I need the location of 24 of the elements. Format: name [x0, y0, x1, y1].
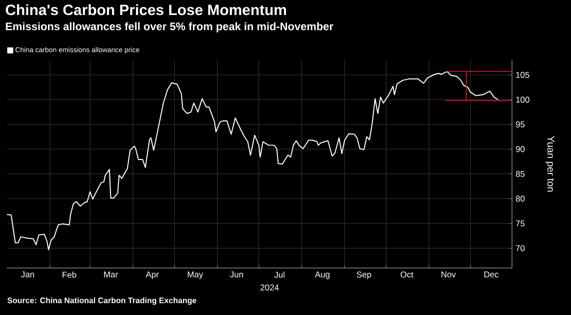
x-axis-title: 2024: [260, 284, 279, 291]
x-tick-label: Apr: [146, 272, 159, 280]
x-tick-label: Jan: [21, 272, 34, 278]
y-tick-label: 100: [516, 96, 530, 103]
y-tick-label: 85: [516, 170, 525, 177]
x-tick-label: Jun: [230, 272, 243, 278]
x-tick-label: Feb: [62, 272, 76, 278]
y-tick-label: 75: [516, 220, 525, 226]
x-tick-label: Nov: [442, 272, 456, 278]
x-tick-label: May: [188, 272, 204, 280]
chart-title: China's Carbon Prices Lose Momentum: [6, 4, 286, 16]
y-tick-label: 95: [516, 121, 525, 128]
x-tick-label: Oct: [400, 272, 414, 278]
x-tick-label: Jul: [274, 272, 284, 278]
y-tick-label: 80: [516, 196, 525, 202]
y-tick-label: 90: [516, 146, 525, 152]
y-tick-label: 70: [516, 245, 525, 252]
chart-subtitle: Emissions allowances fell over 5% from peak in mid-November: [6, 22, 334, 32]
x-tick-label: Dec: [484, 272, 499, 278]
y-tick-label: 105: [516, 72, 530, 78]
x-tick-label: Sep: [356, 272, 372, 280]
x-tick-label: Aug: [314, 272, 330, 280]
x-tick-label: Mar: [104, 272, 118, 278]
y-axis-title: Yuan per ton: [545, 136, 554, 192]
